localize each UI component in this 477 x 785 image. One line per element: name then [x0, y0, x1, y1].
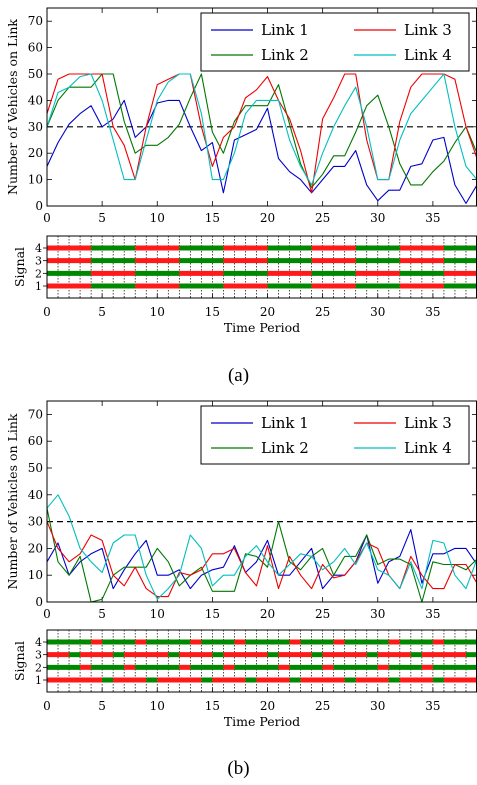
- row-label: 1: [35, 674, 42, 687]
- x-tick-label: 35: [425, 211, 440, 225]
- y-tick-label: 50: [28, 461, 43, 475]
- y-tick-label: 40: [28, 93, 43, 107]
- x-tick-label: 0: [43, 607, 51, 621]
- row-label: 3: [35, 255, 42, 268]
- x-tick-label: 5: [98, 699, 106, 713]
- x-tick-label: 0: [43, 699, 51, 713]
- x-tick-label: 15: [205, 699, 220, 713]
- x-tick-label: 20: [260, 607, 275, 621]
- legend-label-3: Link 3: [404, 414, 452, 432]
- line-chart-a: 0 10 20 30 40 50 60 70 0 5 10 15 20 25 30 35 Number of V…: [5, 7, 477, 225]
- y-tick-label: 40: [28, 488, 43, 502]
- legend-label-1: Link 1: [261, 21, 309, 39]
- legend: Link 1 Link 3 Link 2 Link 4: [200, 12, 470, 72]
- x-tick-label: 30: [370, 699, 385, 713]
- x-tick-label: 5: [98, 607, 106, 621]
- y-tick-label: 0: [35, 199, 43, 213]
- y-tick-label: 30: [28, 515, 43, 529]
- y-tick-label: 60: [28, 434, 43, 448]
- row-label: 3: [35, 649, 42, 662]
- signal-axis-label: Signal: [12, 247, 27, 287]
- line-chart-b: 0 10 20 30 40 50 60 70 0 5 10 15 20 25 30 35 Number of V…: [5, 400, 477, 621]
- x-tick-label: 35: [425, 305, 440, 319]
- x-tick-label: 20: [260, 305, 275, 319]
- y-tick-label: 50: [28, 67, 43, 81]
- series-line-1: [46, 99, 477, 204]
- row-label: 2: [35, 661, 42, 674]
- x-tick-label: 30: [370, 305, 385, 319]
- series-line-1: [46, 529, 477, 590]
- signal-axis-label: Signal: [12, 641, 27, 681]
- signal-frame: [46, 235, 477, 299]
- x-tick-label: 15: [205, 607, 220, 621]
- x-tick-label: 25: [315, 607, 330, 621]
- x-tick-label: 10: [150, 211, 165, 225]
- legend-box: [200, 405, 470, 465]
- y-tick-label: 30: [28, 120, 43, 134]
- x-tick-label: 35: [425, 699, 440, 713]
- x-tick-label: 15: [205, 211, 220, 225]
- y-tick-label: 10: [28, 568, 43, 582]
- x-tick-label: 30: [370, 607, 385, 621]
- legend-label-4: Link 4: [404, 439, 452, 457]
- x-tick-label: 30: [370, 211, 385, 225]
- series-line-3: [46, 73, 477, 194]
- y-tick-label: 60: [28, 41, 43, 55]
- x-tick-label: 10: [150, 607, 165, 621]
- series-line-4: [46, 73, 477, 186]
- row-label: 2: [35, 267, 42, 280]
- y-tick-label: 20: [28, 146, 43, 160]
- series-line-2: [46, 73, 477, 189]
- x-tick-label: 25: [315, 699, 330, 713]
- x-tick-label: 25: [315, 305, 330, 319]
- y-tick-label: 20: [28, 541, 43, 555]
- legend-label-1: Link 1: [261, 414, 309, 432]
- x-tick-label: 5: [98, 305, 106, 319]
- y-tick-label: 70: [28, 14, 43, 28]
- series-line-2: [46, 508, 477, 603]
- x-tick-label: 20: [260, 211, 275, 225]
- row-label: 1: [35, 280, 42, 293]
- x-tick-label: 35: [425, 607, 440, 621]
- x-tick-label: 10: [150, 699, 165, 713]
- legend-box: [200, 12, 470, 72]
- series-line-3: [46, 521, 477, 598]
- legend-label-3: Link 3: [404, 21, 452, 39]
- y-axis-label: Number of Vehicles on Link: [5, 19, 20, 195]
- y-tick-label: 10: [28, 173, 43, 187]
- x-tick-label: 25: [315, 211, 330, 225]
- x-tick-label: 0: [43, 305, 51, 319]
- x-tick-label: 20: [260, 699, 275, 713]
- y-tick-label: 0: [35, 595, 43, 609]
- signal-frame: [46, 629, 477, 693]
- row-label: 4: [35, 636, 42, 649]
- legend-label-2: Link 2: [261, 46, 309, 64]
- row-label: 4: [35, 242, 42, 255]
- x-axis-label: Time Period: [224, 320, 300, 335]
- x-tick-label: 10: [150, 305, 165, 319]
- y-tick-label: 70: [28, 407, 43, 421]
- caption-b: (b): [227, 758, 250, 779]
- series-line-4: [46, 494, 477, 600]
- legend-label-2: Link 2: [261, 439, 309, 457]
- legend-label-4: Link 4: [404, 46, 452, 64]
- x-tick-label: 15: [205, 305, 220, 319]
- x-axis-label: Time Period: [224, 714, 300, 729]
- caption-a: (a): [227, 365, 250, 386]
- y-axis-label: Number of Vehicles on Link: [5, 413, 20, 589]
- x-tick-label: 0: [43, 211, 51, 225]
- x-tick-label: 5: [98, 211, 106, 225]
- legend: Link 1 Link 3 Link 2 Link 4: [200, 405, 470, 465]
